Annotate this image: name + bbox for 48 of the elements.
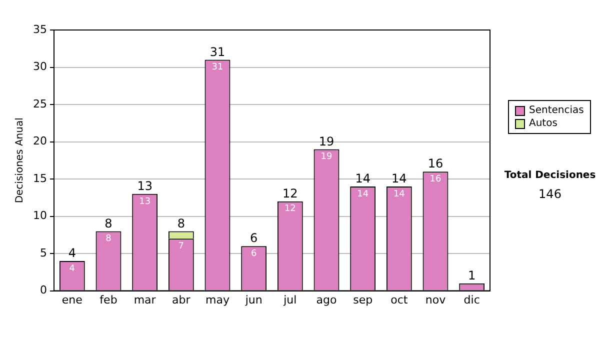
- x-tick-label: jun: [244, 293, 262, 306]
- y-axis-title: Decisiones Anual: [14, 118, 26, 204]
- x-tick-label: ene: [62, 293, 83, 306]
- data-label: 14: [393, 189, 406, 200]
- total-label: 4: [68, 246, 76, 260]
- total-label: 16: [428, 156, 444, 171]
- x-tick-label: oct: [390, 293, 408, 306]
- x-tick-label: dic: [464, 293, 480, 306]
- x-tick-label: abr: [172, 293, 191, 306]
- data-label: 13: [139, 196, 151, 207]
- total-label: 14: [392, 172, 407, 186]
- data-label: 7: [178, 241, 184, 252]
- y-tick-label: 25: [32, 97, 47, 110]
- y-tick-label: 35: [32, 22, 47, 36]
- data-label: 12: [284, 204, 296, 214]
- data-label: 31: [212, 62, 224, 73]
- y-tick-label: 20: [32, 134, 47, 148]
- x-tick-label: may: [206, 293, 230, 306]
- legend-label: Autos: [529, 117, 558, 130]
- x-tick-label: sep: [353, 293, 373, 306]
- data-label: 19: [320, 152, 332, 162]
- total-label: 8: [177, 216, 185, 230]
- text: 146: [538, 187, 562, 201]
- total-label: 13: [137, 179, 152, 194]
- total-label: 19: [318, 134, 334, 148]
- y-tick-label: 30: [32, 60, 47, 74]
- total-label: 1: [468, 268, 476, 282]
- x-tick-label: feb: [100, 293, 118, 306]
- x-tick-label: ago: [316, 293, 337, 306]
- total-label: 31: [210, 44, 226, 59]
- total-label: 8: [104, 216, 112, 230]
- data-label: 16: [430, 174, 442, 184]
- total-label: 14: [355, 172, 370, 186]
- legend-label: Sentencias: [529, 104, 584, 117]
- data-label: 4: [69, 264, 76, 274]
- text: Total Decisiones: [503, 170, 597, 181]
- y-tick-label: 10: [32, 209, 47, 222]
- y-tick-label: 5: [40, 246, 47, 260]
- total-label: 6: [250, 231, 258, 246]
- data-label: 6: [250, 248, 257, 259]
- x-tick-label: jul: [282, 293, 297, 306]
- y-tick-label: 15: [32, 172, 47, 185]
- total-label: 12: [282, 186, 298, 201]
- x-tick-label: mar: [134, 293, 156, 306]
- x-tick-label: nov: [425, 293, 446, 306]
- y-tick-label: 0: [40, 284, 47, 297]
- data-label: 8: [106, 234, 112, 244]
- data-label: 14: [357, 189, 369, 200]
